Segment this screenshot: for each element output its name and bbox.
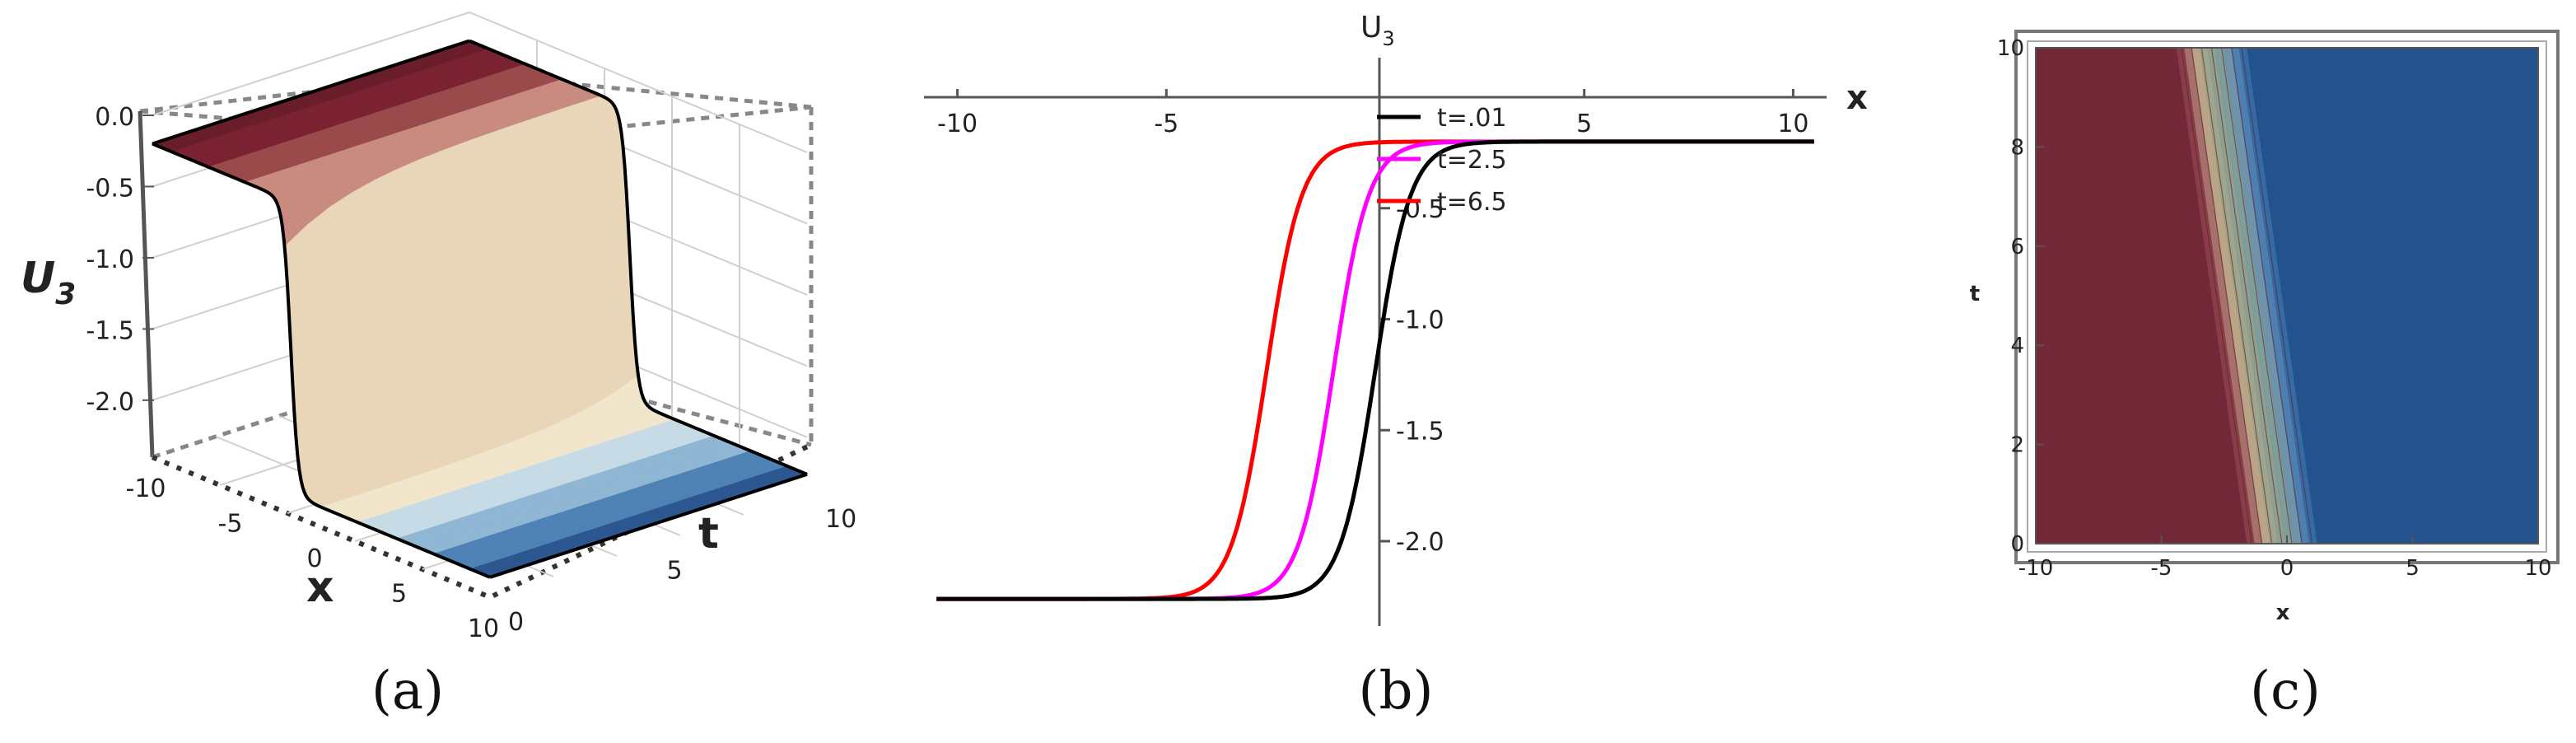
c-y-tick-label: 2 [2010,433,2024,458]
a-z-axis-label-main: U [21,254,55,303]
c-y-tick-label: 0 [2010,532,2024,557]
c-contour-band [2176,48,2255,544]
c-contour-band [2223,48,2302,544]
a-x-axis-label: x [306,563,334,612]
b-series-line [936,139,1814,601]
a-y-axis-label: t [698,509,719,558]
c-contour-line [2191,47,2263,544]
c-x-tick-label: -5 [2151,556,2172,581]
a-z-tick-label: -2.0 [86,388,134,417]
c-y-tick-label: 8 [2010,135,2024,160]
a-x-tick-label: 5 [391,580,407,609]
c-y-tick-label: 6 [2010,235,2024,259]
c-x-tick-label: 0 [2280,556,2294,581]
a-t-tick-label: 10 [825,505,856,534]
c-y-axis-label: t [1970,282,1980,306]
c-red-region [2036,48,2247,544]
c-y-tick-label: 10 [1997,36,2024,61]
c-frame-outer [2014,30,2560,564]
b-x-tick-label: 10 [1777,110,1808,138]
c-contour-line [2210,47,2283,544]
c-contour-band [2191,48,2270,544]
a-surface-back-edge [469,39,808,476]
a-z-tick-labels: 0.0 -0.5 -1.0 -1.5 -2.0 [86,103,154,417]
a-z-axis-label-sub: 3 [55,278,76,311]
b-curves [936,139,1814,601]
a-x-tick-label: 10 [468,614,499,643]
a-z-tick-label: -1.5 [86,316,134,345]
c-contour-band [2238,48,2317,544]
b-x-tick-label: -10 [937,110,978,138]
a-x-tick-label: 0 [306,544,322,573]
c-contour-line [2221,47,2293,544]
c-contour-line [2181,47,2252,544]
panel-b-line-plot: -10 -5 5 10 -0.5-1.0-1.5-2.0 t=.01t=2.5t=6.… [924,11,1868,722]
c-x-ticks: -10 -5 0 5 10 [2018,535,2552,581]
a-grid-line-z [152,11,808,153]
a-box-floor-front [151,442,813,600]
c-contour-line [2200,47,2273,544]
b-legend: t=.01 t=2.5 t=6.5 [1377,104,1507,217]
b-y-axis-label-sub: 3 [1382,27,1394,50]
a-z-tick-label: -1.0 [86,245,134,274]
c-frame-inner [2027,40,2547,553]
b-y-tick-label: -1.5 [1396,417,1444,446]
b-y-ticks: -0.5-1.0-1.5-2.0 [1379,195,1444,557]
b-y-tick-label: -2.0 [1396,528,1444,557]
b-legend-label: t=2.5 [1437,146,1507,175]
c-y-tick-label: 4 [2010,334,2024,358]
a-surface [151,39,809,579]
c-contour-line [2231,47,2303,544]
c-x-tick-label: -10 [2018,556,2053,581]
b-x-axis-label: x [1846,79,1868,117]
panel-c-contour-plot: -10 -5 0 5 10 0 2 4 6 8 10 x t (c) [1970,30,2560,722]
a-x-tick-label: -5 [218,510,243,539]
a-box-top-front [139,105,812,143]
a-t-tick-label: 0 [508,608,524,637]
b-y-axis-label: U3 [1360,11,1395,50]
c-contour-region [2035,47,2539,544]
a-box-left-vertical [138,110,155,458]
b-legend-label: t=.01 [1437,104,1507,133]
a-y-tick-labels: 0 5 10 [508,505,856,637]
panel-a-surface-plot: 0.0 -0.5 -1.0 -1.5 -2.0 -10 -5 0 5 10 0 5 10 x t U… [21,11,856,722]
a-surface-left-edge [152,39,470,146]
a-x-tick-label: -10 [126,474,166,503]
a-z-tick-label: -0.5 [86,174,134,203]
panel-c-label: (c) [2250,661,2321,722]
a-z-axis-label: U3 [21,254,76,311]
b-y-tick-label: -1.0 [1396,306,1444,335]
b-x-tick-label: -5 [1154,110,1178,138]
c-contour-band [2184,48,2263,544]
c-contour-line [2241,47,2313,544]
c-x-axis-label: x [2276,600,2290,625]
c-y-ticks: 0 2 4 6 8 10 [1997,36,2044,557]
c-contour-band [2231,48,2310,544]
a-surface-right-edge [489,472,808,579]
b-x-ticks: -10 -5 5 10 [937,89,1809,138]
a-x-tick-labels: -10 -5 0 5 10 [126,474,500,643]
a-t-tick-label: 5 [667,557,683,586]
a-z-tick-label: 0.0 [95,103,134,132]
panel-a-label: (a) [371,661,444,722]
c-x-tick-label: 5 [2406,556,2420,581]
c-x-tick-label: 10 [2524,556,2551,581]
b-legend-label: t=6.5 [1437,188,1507,217]
b-x-tick-label: 5 [1576,110,1592,138]
a-surface-front-edge [152,142,491,579]
b-y-axis-label-main: U [1360,11,1382,44]
panel-b-label: (b) [1359,661,1434,722]
